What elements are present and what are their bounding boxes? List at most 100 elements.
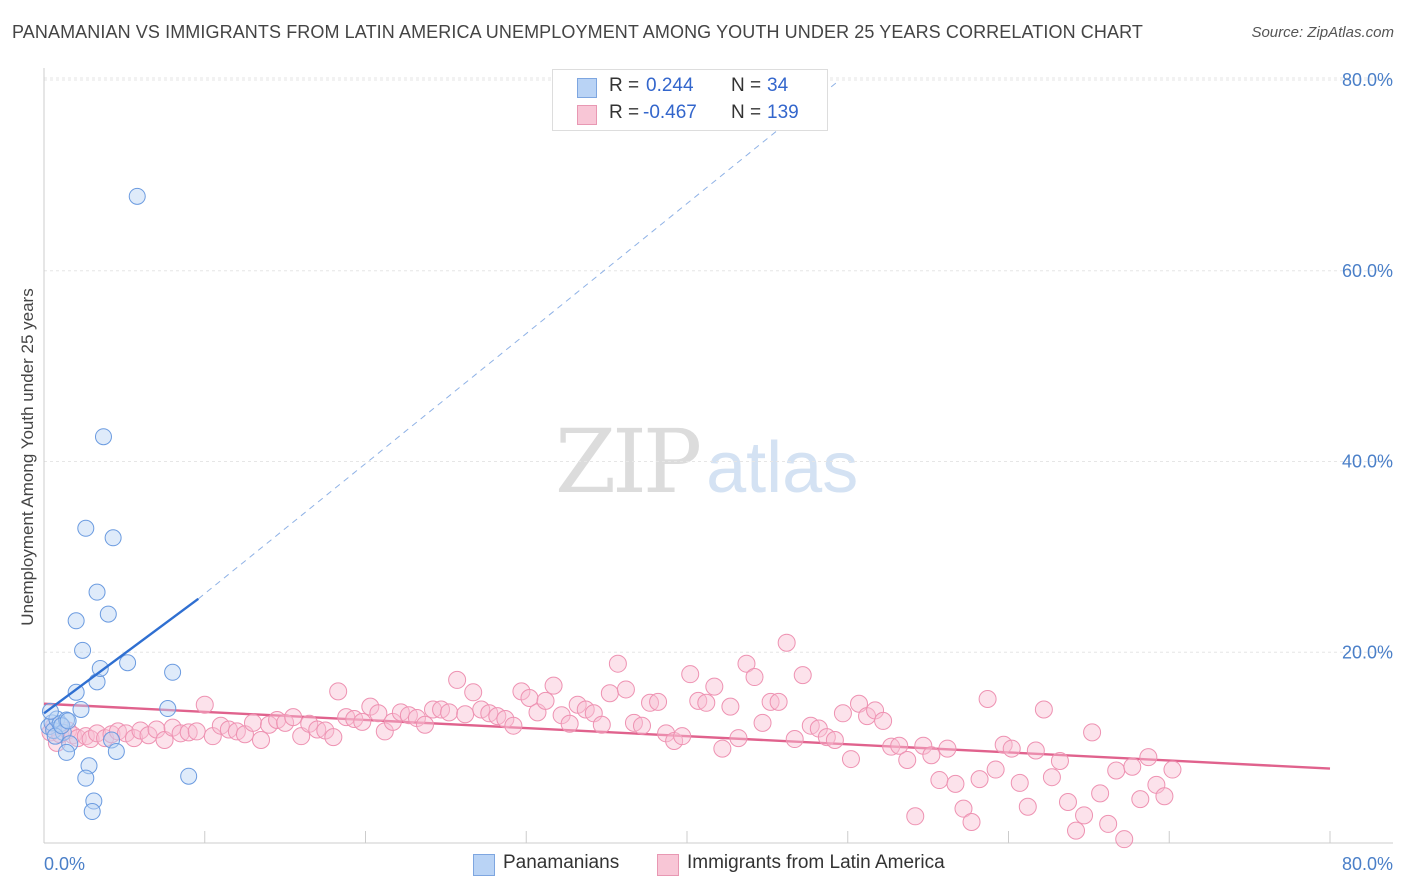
point-panamanians <box>58 711 76 729</box>
point-immigrants <box>369 704 388 723</box>
point-immigrants <box>560 714 579 733</box>
point-immigrants <box>737 654 756 673</box>
point-immigrants <box>673 727 692 746</box>
point-immigrants <box>1131 790 1150 809</box>
legend-r-label: R = <box>609 75 640 96</box>
point-panamanians <box>77 519 95 537</box>
point-panamanians <box>67 612 85 630</box>
point-immigrants <box>1139 748 1158 767</box>
point-immigrants <box>841 750 860 769</box>
point-immigrants <box>600 684 619 703</box>
watermark-atlas: atlas <box>706 428 859 508</box>
point-immigrants <box>978 689 997 708</box>
point-panamanians <box>58 743 76 761</box>
point-immigrants <box>76 727 95 746</box>
point-immigrants <box>753 713 772 732</box>
point-panamanians <box>180 767 198 785</box>
point-immigrants <box>946 774 965 793</box>
point-panamanians <box>59 712 77 730</box>
legend-n-value: 139 <box>767 102 799 123</box>
point-immigrants <box>1091 784 1110 803</box>
point-immigrants <box>456 705 475 724</box>
tick-labels: 20.0% 40.0% 60.0% 80.0% 0.0% 80.0% <box>44 70 1393 874</box>
correlation-legend: R = 0.244 N = 34 R = -0.467 N = 139 <box>552 69 828 131</box>
point-immigrants <box>536 691 555 710</box>
point-immigrants <box>898 751 917 770</box>
point-immigrants <box>930 771 949 790</box>
point-panamanians <box>83 803 101 821</box>
point-immigrants <box>284 708 303 727</box>
point-immigrants <box>1107 761 1126 780</box>
x-tick-label: 80.0% <box>1342 854 1393 874</box>
point-immigrants <box>252 730 271 749</box>
point-immigrants <box>243 713 262 732</box>
point-immigrants <box>785 730 804 749</box>
data-points <box>40 187 1182 849</box>
point-immigrants <box>195 695 214 714</box>
point-immigrants <box>608 654 627 673</box>
point-panamanians <box>67 683 85 701</box>
point-immigrants <box>616 680 635 699</box>
point-immigrants <box>721 697 740 716</box>
point-immigrants <box>1099 814 1118 833</box>
y-tick-label: 80.0% <box>1342 70 1393 90</box>
legend-label: Panamanians <box>503 852 620 873</box>
legend-r-label: R = <box>609 102 640 123</box>
trend-line-panamanians <box>43 597 200 715</box>
point-panamanians <box>119 654 137 672</box>
legend-n-label: N = <box>731 75 762 96</box>
point-immigrants <box>745 668 764 687</box>
point-immigrants <box>464 683 483 702</box>
point-immigrants <box>769 692 788 711</box>
point-immigrants <box>713 739 732 758</box>
point-immigrants <box>1010 773 1029 792</box>
point-panamanians <box>103 731 121 749</box>
point-immigrants <box>544 676 563 695</box>
gridlines <box>44 77 1393 653</box>
legend-n-label: N = <box>731 102 762 123</box>
point-immigrants <box>1083 723 1102 742</box>
point-panamanians <box>128 187 146 205</box>
point-panamanians <box>104 529 122 547</box>
point-panamanians <box>61 735 79 753</box>
point-immigrants <box>833 704 852 723</box>
source-label: Source: ZipAtlas.com <box>1251 24 1394 41</box>
point-immigrants <box>1155 787 1174 806</box>
point-immigrants <box>874 711 893 730</box>
y-tick-label: 60.0% <box>1342 261 1393 281</box>
point-immigrants <box>970 770 989 789</box>
point-immigrants <box>329 682 348 701</box>
chart-title: PANAMANIAN VS IMMIGRANTS FROM LATIN AMER… <box>12 22 1143 42</box>
point-panamanians <box>74 641 92 659</box>
series-legend: Panamanians Immigrants from Latin Americ… <box>0 852 1406 878</box>
point-immigrants <box>1067 821 1086 840</box>
point-immigrants <box>922 746 941 765</box>
point-panamanians <box>94 428 112 446</box>
point-immigrants <box>890 736 909 755</box>
point-immigrants <box>793 666 812 685</box>
legend-r-value: -0.467 <box>643 102 697 123</box>
point-immigrants <box>649 692 668 711</box>
trend-line-panamanians-extension <box>198 79 841 600</box>
point-immigrants <box>705 677 724 696</box>
point-immigrants <box>1123 757 1142 776</box>
trend-line-immigrants <box>43 702 1331 770</box>
point-immigrants <box>415 715 434 734</box>
point-immigrants <box>986 760 1005 779</box>
point-panamanians <box>72 700 90 718</box>
point-immigrants <box>1163 760 1182 779</box>
point-immigrants <box>729 729 748 748</box>
x-tick-label: 0.0% <box>44 854 85 874</box>
legend-label: Immigrants from Latin America <box>687 852 945 873</box>
point-panamanians <box>159 700 177 718</box>
point-immigrants <box>681 665 700 684</box>
point-panamanians <box>77 769 95 787</box>
point-panamanians <box>107 742 125 760</box>
y-tick-label: 40.0% <box>1342 452 1393 472</box>
point-immigrants <box>448 670 467 689</box>
point-immigrants <box>1058 792 1077 811</box>
point-immigrants <box>1075 806 1094 825</box>
point-immigrants <box>906 807 925 826</box>
point-panamanians <box>99 605 117 623</box>
